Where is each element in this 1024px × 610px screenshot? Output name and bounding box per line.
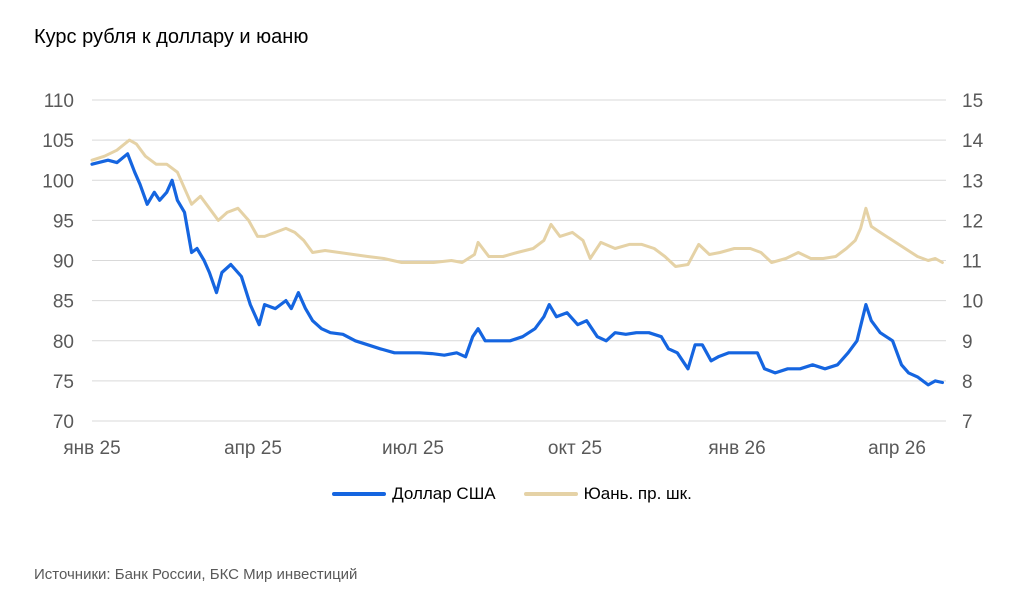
y-left-tick-label: 110 [44,91,74,112]
y-right-tick-label: 11 [962,252,982,273]
y-left-tick-label: 100 [42,171,74,192]
x-tick-label: апр 26 [868,438,926,459]
y-right-tick-label: 7 [962,412,973,433]
x-tick-labels: янв 25 апр 25 июл 25 окт 25 янв 26 апр 26 [63,438,926,459]
legend-item-cny: Юань. пр. шк. [523,484,692,504]
y-right-tick-label: 9 [962,332,973,353]
x-tick-label: янв 25 [63,438,120,459]
legend-label-cny: Юань. пр. шк. [583,484,692,503]
y-right-tick-label: 10 [962,292,983,313]
x-tick-label: июл 25 [382,438,444,459]
series-lines [90,138,944,387]
y-right-tick-label: 15 [962,91,983,112]
legend-swatch-cny [523,492,578,496]
legend-item-usd: Доллар США [332,484,496,504]
source-note: Источники: Банк России, БКС Мир инвестиц… [34,566,358,583]
x-tick-label: окт 25 [548,438,602,459]
y-left-tick-label: 105 [42,131,74,152]
usd-line [90,152,944,387]
y-right-tick-label: 13 [962,171,983,192]
legend-label-usd: Доллар США [392,484,496,503]
y-left-tick-label: 80 [53,332,74,353]
y-left-tick-label: 75 [53,372,74,393]
y-left-tick-label: 95 [53,211,74,232]
y-right-tick-label: 8 [962,372,973,393]
y-right-tick-label: 14 [962,131,984,152]
legend: Доллар США Юань. пр. шк. [0,484,1024,504]
y-left-tick-label: 90 [53,252,74,273]
cny-line [90,138,944,268]
chart-title: Курс рубля к доллару и юаню [34,26,309,48]
y-left-tick-label: 85 [53,292,74,313]
y-right-tick-label: 12 [962,211,983,232]
y-right-tick-labels: 7 8 9 10 11 12 13 14 15 [962,91,984,433]
x-tick-label: апр 25 [224,438,282,459]
legend-swatch-usd [332,492,387,496]
chart-plot: 70 75 80 85 90 95 100 105 110 7 8 9 10 11 12 13 14 15 ян… [42,91,984,459]
y-left-tick-labels: 70 75 80 85 90 95 100 105 110 [42,91,74,433]
x-tick-label: янв 26 [708,438,765,459]
y-left-tick-label: 70 [53,412,74,433]
grid-lines [92,99,946,422]
